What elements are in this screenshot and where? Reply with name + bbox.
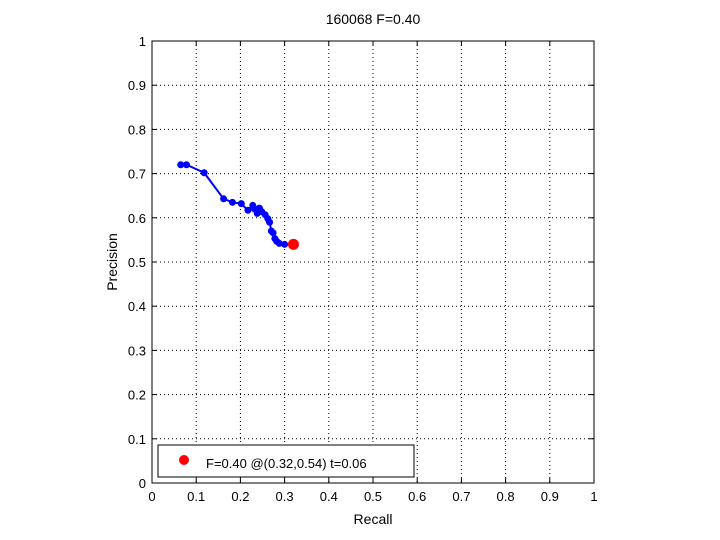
y-tick-label: 0.6 bbox=[128, 211, 146, 226]
x-tick-label: 0.2 bbox=[231, 489, 249, 504]
pr-curve-point bbox=[244, 206, 252, 214]
x-tick-label: 1 bbox=[590, 489, 597, 504]
pr-curve-point bbox=[275, 239, 283, 247]
y-tick-label: 0.1 bbox=[128, 432, 146, 447]
y-tick-label: 0.7 bbox=[128, 167, 146, 182]
series-layer bbox=[177, 161, 299, 250]
pr-curve-point bbox=[269, 229, 277, 237]
x-tick-label: 0.7 bbox=[452, 489, 470, 504]
pr-curve-point bbox=[281, 240, 289, 248]
legend-entry: F=0.40 @(0.32,0.54) t=0.06 bbox=[206, 456, 367, 471]
y-tick-label: 0.8 bbox=[128, 122, 146, 137]
pr-curve-point bbox=[237, 200, 245, 208]
y-tick-label: 0.4 bbox=[128, 299, 146, 314]
y-tick-label: 0.3 bbox=[128, 343, 146, 358]
legend: F=0.40 @(0.32,0.54) t=0.06 bbox=[157, 444, 415, 478]
pr-curve-point bbox=[182, 161, 190, 169]
pr-curve-point bbox=[228, 198, 236, 206]
y-tick-label: 0.2 bbox=[128, 388, 146, 403]
axis-ticks bbox=[151, 40, 595, 484]
y-tick-label: 0.9 bbox=[128, 78, 146, 93]
x-tick-label: 0.9 bbox=[541, 489, 559, 504]
grid-lines bbox=[152, 41, 594, 483]
x-tick-labels: 0 0.1 0.2 0.3 0.4 0.5 0.6 0.7 0.8 0.9 1 bbox=[148, 489, 597, 504]
legend-box bbox=[157, 444, 415, 478]
chart-title: 160068 F=0.40 bbox=[326, 11, 421, 27]
y-tick-label: 0.5 bbox=[128, 255, 146, 270]
x-tick-label: 0.5 bbox=[364, 489, 382, 504]
y-tick-labels: 0 0.1 0.2 0.3 0.4 0.5 0.6 0.7 0.8 0.9 1 bbox=[128, 34, 146, 491]
x-tick-label: 0.1 bbox=[187, 489, 205, 504]
pr-curve-point bbox=[266, 218, 274, 226]
x-tick-label: 0.3 bbox=[276, 489, 294, 504]
x-tick-label: 0.8 bbox=[497, 489, 515, 504]
x-tick-label: 0.4 bbox=[320, 489, 338, 504]
pr-curve-point bbox=[177, 161, 185, 169]
best-f-point bbox=[287, 238, 299, 250]
pr-curve-point bbox=[220, 195, 228, 203]
x-tick-label: 0 bbox=[148, 489, 155, 504]
legend-marker bbox=[179, 455, 189, 465]
y-tick-label: 0 bbox=[139, 476, 146, 491]
x-axis-label: Recall bbox=[354, 511, 393, 527]
y-axis-label: Precision bbox=[104, 233, 120, 291]
y-tick-label: 1 bbox=[139, 34, 146, 49]
x-tick-label: 0.6 bbox=[408, 489, 426, 504]
pr-curve-point bbox=[200, 169, 208, 177]
